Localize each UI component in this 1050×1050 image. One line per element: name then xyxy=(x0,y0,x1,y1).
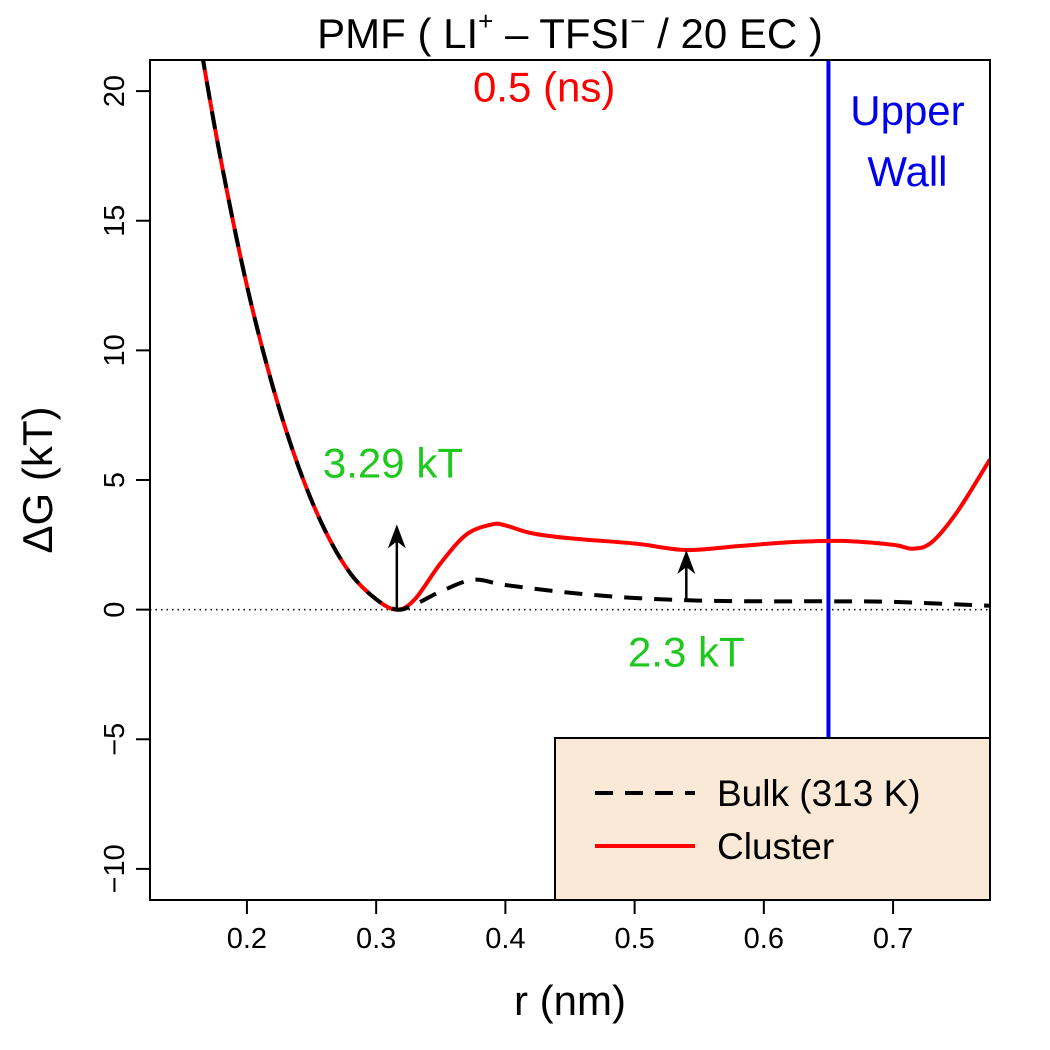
plot-frame xyxy=(149,59,991,901)
y-axis: −10 −5 0 5 10 15 20 xyxy=(99,75,150,893)
annotation-1: 3.29 kT xyxy=(323,439,463,486)
title-prefix: PMF ( LI xyxy=(317,10,478,57)
arrow-head xyxy=(387,524,406,549)
legend-box xyxy=(554,737,991,901)
arrow-head xyxy=(677,550,696,574)
legend-label-cluster: Cluster xyxy=(717,826,834,867)
y-tick-label: 0 xyxy=(99,602,131,618)
x-tick-label: 0.6 xyxy=(744,923,784,955)
title-suffix: / 20 EC ) xyxy=(645,10,822,57)
title-anion-superscript: − xyxy=(630,6,645,36)
x-axis: 0.2 0.3 0.4 0.5 0.6 0.7 xyxy=(227,900,913,955)
x-tick-label: 0.5 xyxy=(614,923,654,955)
x-tick-label: 0.7 xyxy=(873,923,913,955)
annotation-layer: 0.5 (ns) 3.29 kT 2.3 kT Upper Wall xyxy=(323,63,965,675)
y-tick-label: −10 xyxy=(99,844,131,893)
x-tick-label: 0.2 xyxy=(227,923,267,955)
series-line-cluster xyxy=(201,60,990,612)
title-cation-superscript: + xyxy=(478,6,493,36)
upper-wall-label: Upper xyxy=(850,87,964,134)
legend-label-bulk: Bulk (313 K) xyxy=(717,773,921,814)
annotation-0: 0.5 (ns) xyxy=(473,63,615,110)
x-tick-label: 0.4 xyxy=(485,923,525,955)
x-tick-label: 0.3 xyxy=(356,923,396,955)
y-tick-label: 15 xyxy=(99,205,131,237)
y-axis-label: ΔG (kT) xyxy=(14,406,61,553)
legend: Bulk (313 K) Cluster xyxy=(554,737,991,901)
series-line-bulk xyxy=(201,60,990,612)
y-tick-label: −5 xyxy=(99,723,131,756)
y-tick-label: 20 xyxy=(99,75,131,107)
y-tick-label: 10 xyxy=(99,334,131,366)
annotation-2: 2.3 kT xyxy=(628,629,745,676)
chart-title: PMF ( LI+ – TFSI− / 20 EC ) xyxy=(317,6,823,57)
x-axis-label: r (nm) xyxy=(514,977,626,1024)
y-tick-label: 5 xyxy=(99,472,131,488)
title-middle: – TFSI xyxy=(493,10,630,57)
upper-wall-label: Wall xyxy=(867,148,947,195)
